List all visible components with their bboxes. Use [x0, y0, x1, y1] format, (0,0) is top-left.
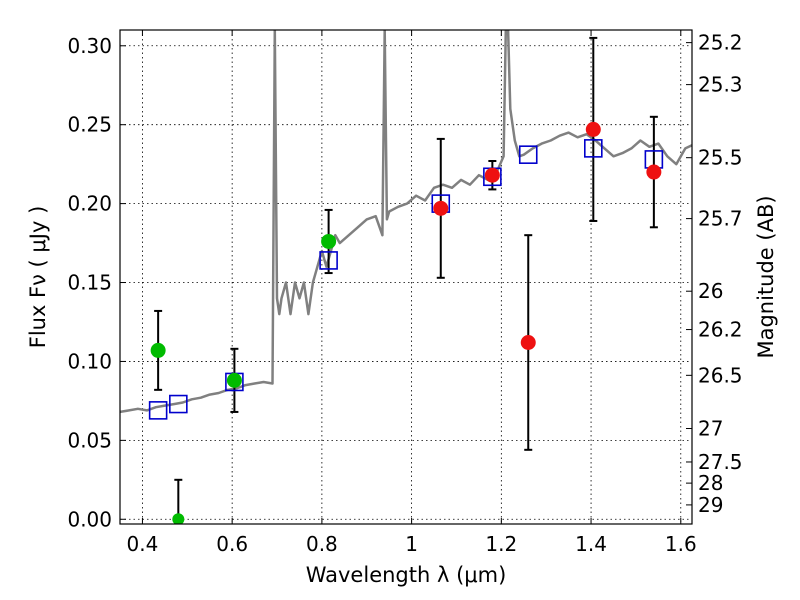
magnitude-tick-label: 25.3 — [698, 73, 743, 97]
x-tick-label: 0.8 — [306, 532, 338, 556]
detection-marker — [484, 167, 500, 183]
y-tick-label: 0.05 — [67, 428, 112, 452]
y-tick-label: 0.30 — [67, 34, 112, 58]
x-axis-label: Wavelength λ (μm) — [306, 563, 507, 587]
errorbar-layer — [154, 36, 658, 520]
y-tick-labels: 0.00 0.05 0.10 0.15 0.20 0.25 0.30 — [67, 34, 112, 531]
detection-marker — [585, 121, 601, 137]
x-tick-label: 0.6 — [216, 532, 248, 556]
detections-layer — [150, 121, 662, 524]
y-axis-label: Flux Fν ( μJy ) — [26, 206, 50, 349]
detection-marker — [520, 334, 536, 350]
magnitude-tick-label: 28 — [698, 471, 723, 495]
x-tick-label: 1.2 — [485, 532, 517, 556]
detection-marker — [321, 233, 337, 249]
x-tick-label: 1 — [405, 532, 418, 556]
x-tick-label: 0.4 — [127, 532, 159, 556]
magnitude-tick-label: 29 — [698, 493, 723, 517]
model-photometry-marker — [148, 401, 168, 420]
plot-area — [120, 30, 692, 524]
magnitude-tick-label: 27.5 — [698, 450, 743, 474]
magnitude-tick-label: 25.7 — [698, 207, 743, 231]
model-photometry-marker — [319, 251, 338, 270]
y-tick-label: 0.15 — [67, 271, 112, 295]
right-axis-label: Magnitude (AB) — [754, 195, 778, 358]
model-photometry-marker — [584, 139, 603, 158]
magnitude-tick-label: 26.2 — [698, 318, 743, 342]
model-photometry-marker — [169, 394, 188, 414]
magnitude-tick-label: 26.5 — [698, 363, 743, 387]
magnitude-tick-label: 27 — [698, 417, 723, 441]
model-photometry-marker — [518, 145, 538, 164]
x-tick-label: 1.4 — [575, 532, 607, 556]
y-tick-label: 0.20 — [67, 192, 112, 216]
tick-marks — [120, 30, 692, 524]
magnitude-tick-label: 25.2 — [698, 31, 743, 55]
spectrum-layer — [120, 30, 692, 414]
detection-marker — [646, 164, 662, 180]
grid-lines — [120, 30, 692, 524]
detection-marker — [433, 200, 449, 216]
x-tick-labels: 0.4 0.6 0.8 1 1.2 1.4 1.6 — [127, 532, 697, 556]
spectrum-line — [120, 30, 692, 414]
detection-marker — [226, 372, 242, 388]
detection-marker — [150, 342, 166, 358]
upper-limit-marker — [172, 513, 185, 524]
x-tick-label: 1.6 — [665, 532, 697, 556]
y-tick-label: 0.10 — [67, 349, 112, 373]
plot-frame — [119, 29, 693, 525]
magnitude-tick-label: 26 — [698, 279, 723, 303]
y-tick-label: 0.00 — [67, 507, 112, 531]
magnitude-tick-label: 25.5 — [698, 146, 743, 170]
y-tick-label: 0.25 — [67, 113, 112, 137]
